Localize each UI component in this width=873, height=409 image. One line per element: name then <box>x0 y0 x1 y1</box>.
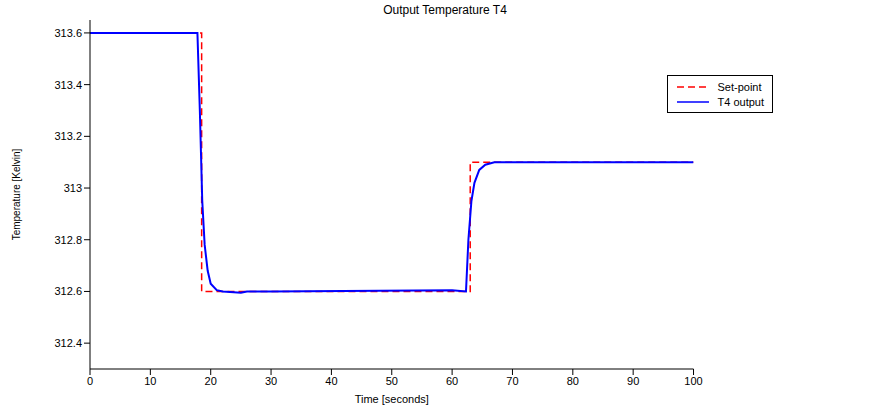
svg-text:312.8: 312.8 <box>54 234 82 246</box>
svg-text:Time [seconds]: Time [seconds] <box>355 393 429 405</box>
svg-text:313: 313 <box>64 182 82 194</box>
svg-text:70: 70 <box>506 375 518 387</box>
svg-text:313.4: 313.4 <box>54 79 82 91</box>
svg-text:40: 40 <box>325 375 337 387</box>
html-text:T4 output: T4 output <box>717 95 764 108</box>
svg-text:90: 90 <box>627 375 639 387</box>
svg-text:312.4: 312.4 <box>54 337 82 349</box>
svg-text:100: 100 <box>684 375 702 387</box>
html-text:Output Temperature T4: Output Temperature T4 <box>383 3 507 17</box>
svg-text:30: 30 <box>265 375 277 387</box>
svg-text:60: 60 <box>446 375 458 387</box>
svg-text:Temperature [Kelvin]: Temperature [Kelvin] <box>11 148 22 240</box>
html-text:Set-point: Set-point <box>717 80 762 93</box>
svg-text:10: 10 <box>144 375 156 387</box>
svg-text:313.2: 313.2 <box>54 130 82 142</box>
svg-text:0: 0 <box>87 375 93 387</box>
svg-text:313.6: 313.6 <box>54 27 82 39</box>
svg-text:20: 20 <box>205 375 217 387</box>
svg-text:80: 80 <box>567 375 579 387</box>
svg-text:50: 50 <box>386 375 398 387</box>
svg-text:312.6: 312.6 <box>54 285 82 297</box>
